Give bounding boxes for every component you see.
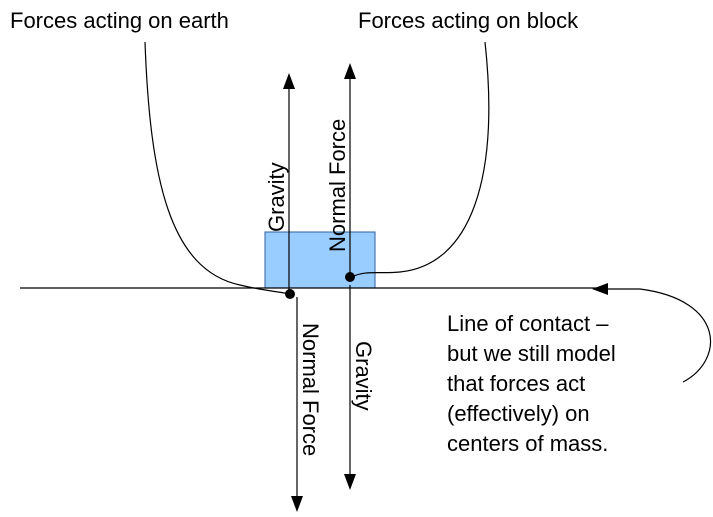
block-gravity-arrowhead [283, 73, 295, 89]
block-gravity-label: Gravity [264, 162, 289, 232]
contact-note-line: Line of contact – [447, 311, 609, 336]
earth-forces-caption: Forces acting on earth [10, 8, 229, 33]
block [264, 231, 376, 289]
earth-center-of-mass-dot [285, 289, 295, 299]
block-forces-caption: Forces acting on block [358, 8, 579, 33]
earth-caption-pointer [144, 41, 291, 295]
contact-note-line: centers of mass. [447, 431, 608, 456]
block-normal-arrowhead [344, 63, 356, 79]
earth-gravity-label: Gravity [351, 341, 376, 411]
contact-note-line: but we still model [447, 341, 616, 366]
block-center-of-mass-dot [345, 272, 355, 282]
earth-gravity-arrowhead [344, 474, 356, 490]
contact-note-pointer [608, 288, 712, 383]
contact-note: Line of contact – but we still model tha… [447, 311, 616, 456]
contact-note-line: (effectively) on [447, 401, 590, 426]
block-normal-label: Normal Force [325, 119, 350, 252]
contact-arrowhead [592, 283, 608, 295]
block-caption-pointer [351, 41, 490, 278]
earth-normal-arrowhead [291, 496, 303, 512]
contact-note-line: that forces act [447, 371, 585, 396]
earth-normal-label: Normal Force [298, 323, 323, 456]
